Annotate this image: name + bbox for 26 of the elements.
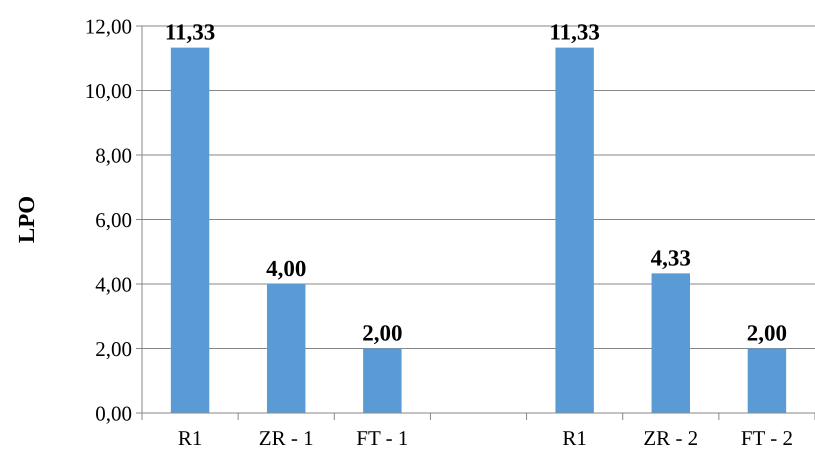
y-tick-label: 12,00 bbox=[84, 14, 132, 38]
y-axis-title: LPO bbox=[14, 196, 39, 244]
y-tick-label: 4,00 bbox=[95, 272, 132, 296]
x-tick-label: FT - 1 bbox=[356, 426, 408, 450]
x-tick-label: R1 bbox=[178, 426, 202, 450]
bar bbox=[363, 348, 402, 413]
y-tick-label: 2,00 bbox=[95, 336, 132, 361]
y-tick-label: 0,00 bbox=[95, 401, 132, 426]
bar bbox=[170, 48, 210, 413]
bar bbox=[555, 48, 594, 413]
x-tick-label: FT - 2 bbox=[740, 426, 793, 450]
x-tick-label: ZR - 2 bbox=[643, 426, 698, 450]
data-label: 2,00 bbox=[746, 320, 788, 346]
data-label: 4,00 bbox=[266, 256, 306, 281]
data-label: 11,33 bbox=[164, 20, 216, 45]
x-tick-label: R1 bbox=[562, 426, 587, 450]
bar bbox=[652, 273, 690, 413]
y-tick-label: 8,00 bbox=[95, 143, 132, 168]
bar bbox=[266, 284, 306, 413]
x-tick-label: ZR - 1 bbox=[258, 426, 314, 450]
data-label: 4,33 bbox=[650, 245, 691, 270]
data-label: 11,33 bbox=[549, 20, 600, 45]
bar bbox=[748, 348, 786, 413]
y-tick-label: 6,00 bbox=[95, 208, 132, 232]
y-tick-label: 10,00 bbox=[84, 78, 132, 103]
data-label: 2,00 bbox=[362, 320, 402, 346]
